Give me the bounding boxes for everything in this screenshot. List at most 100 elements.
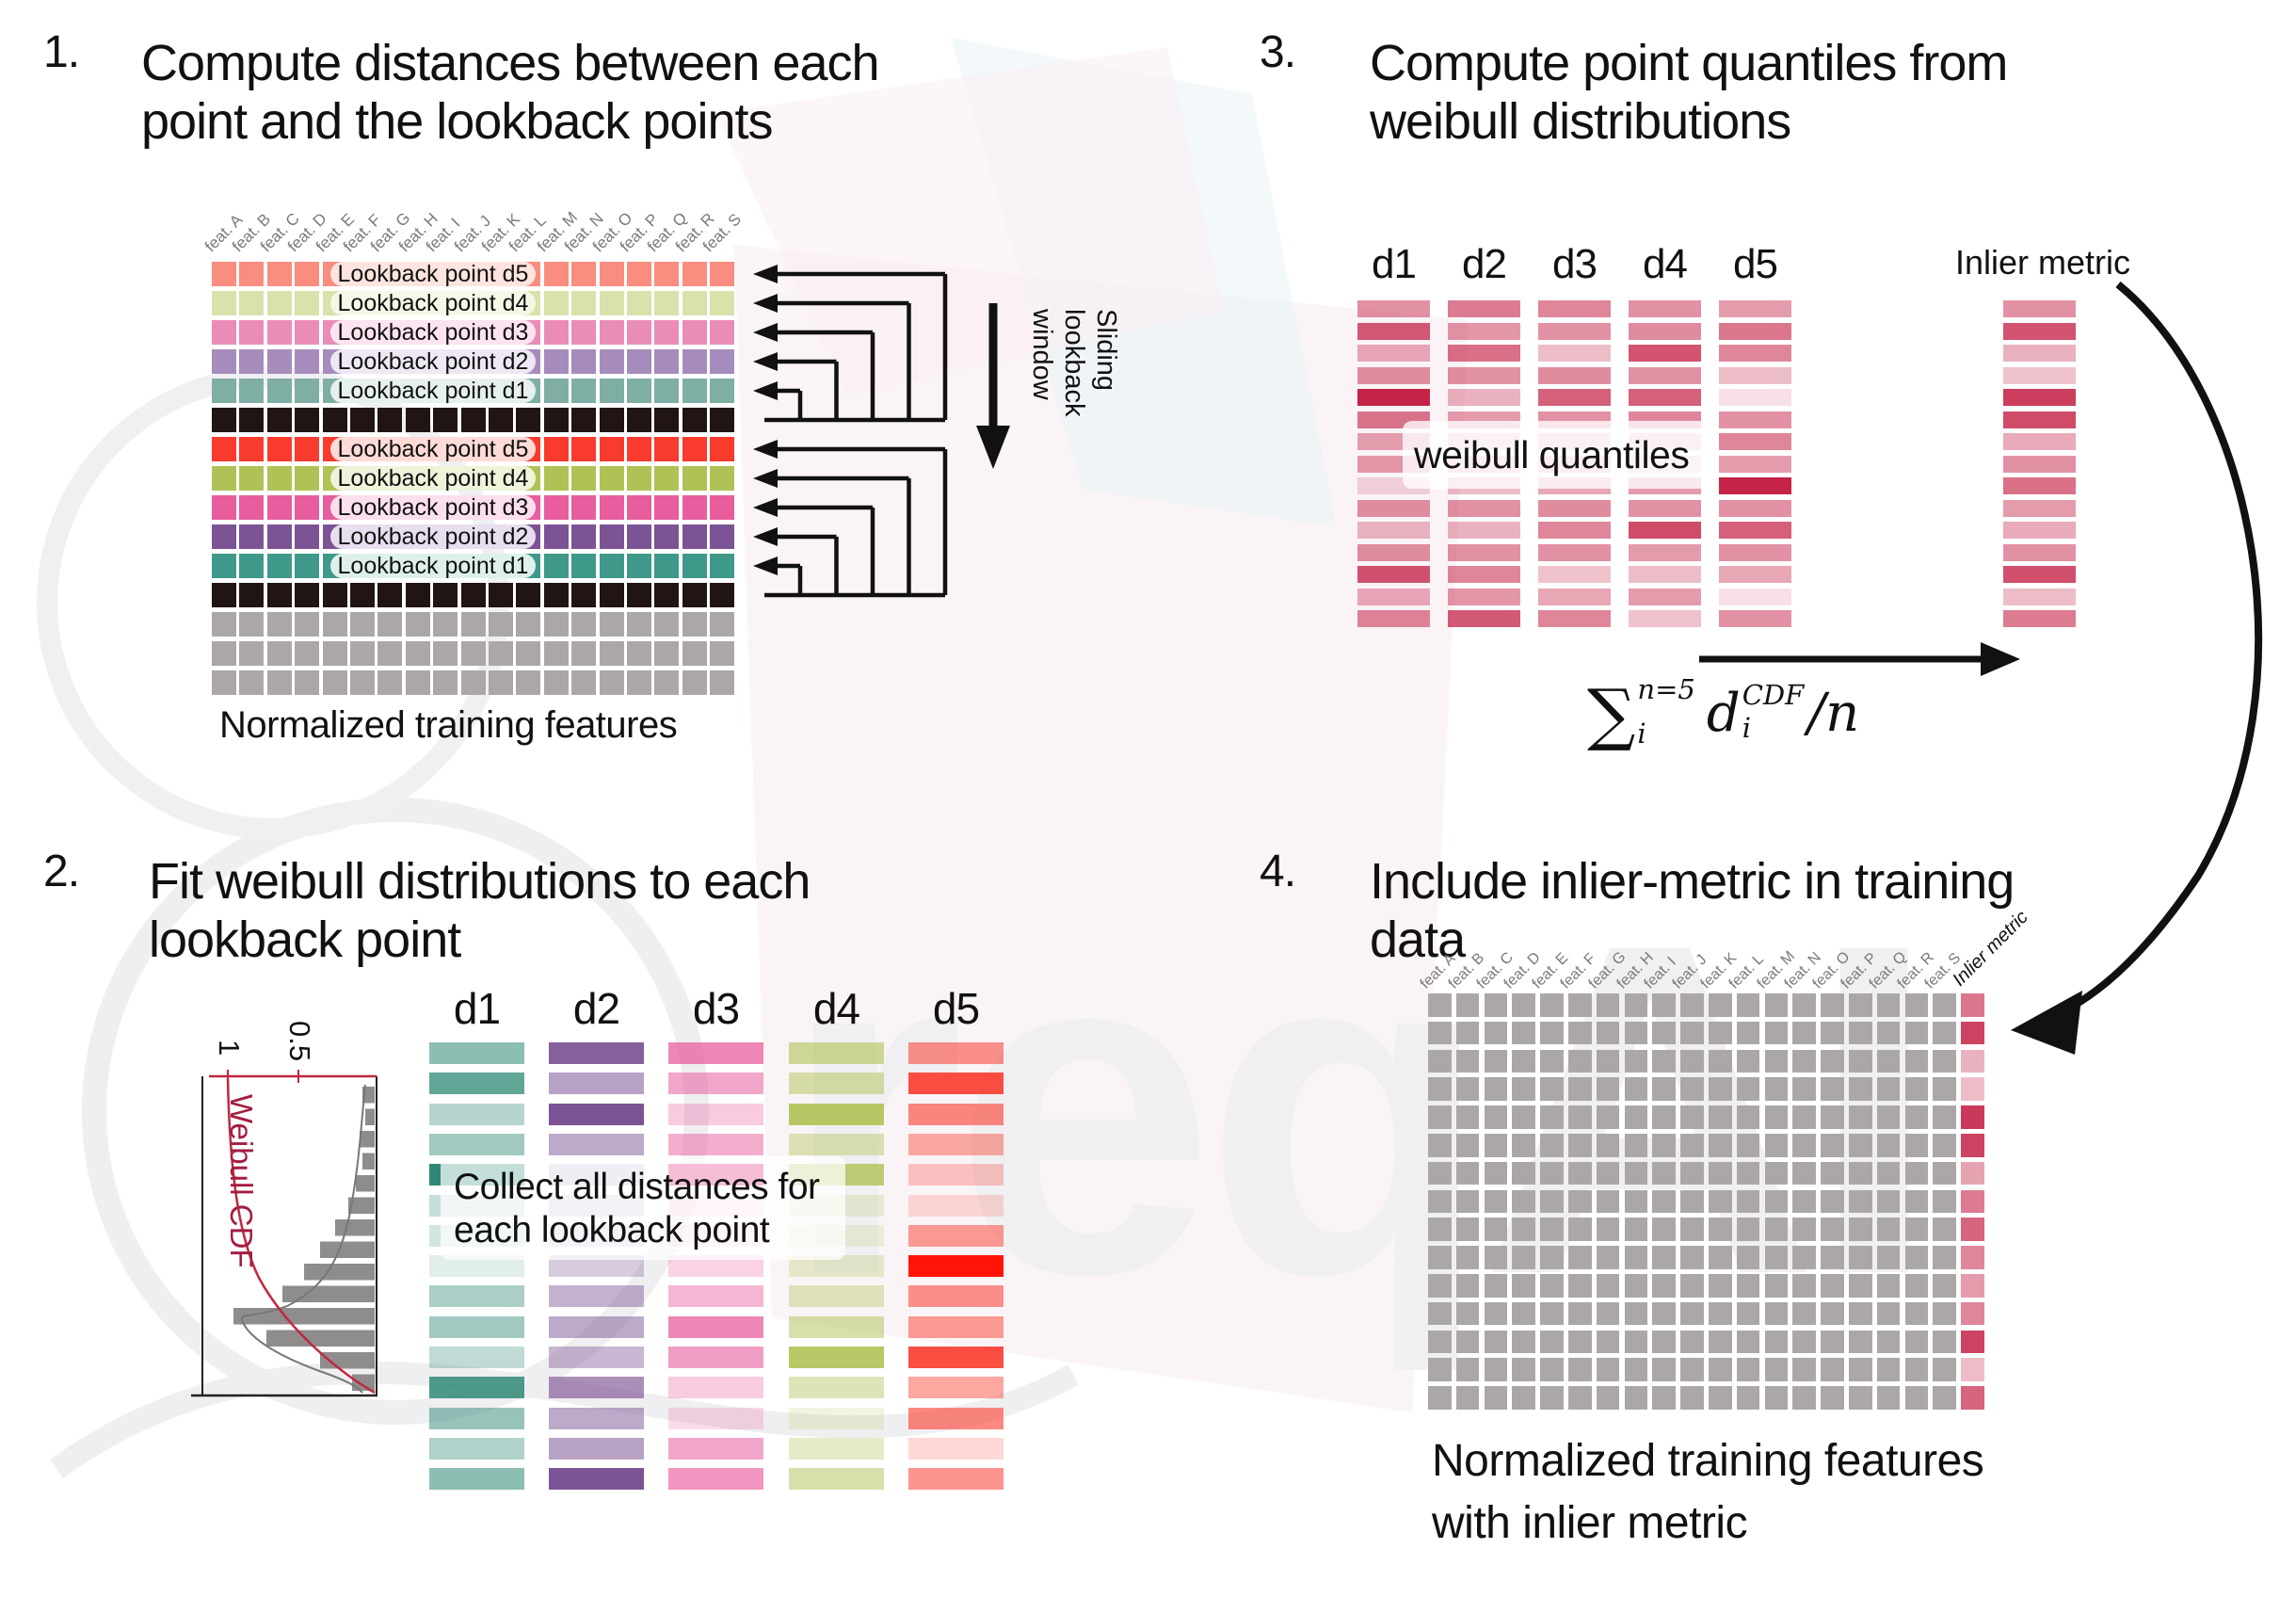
training-feature-cell	[1540, 1021, 1564, 1045]
feature-cell	[266, 349, 292, 374]
training-feature-cell	[1624, 1049, 1648, 1073]
training-feature-cell	[1484, 1218, 1508, 1241]
quantile-bar	[1448, 389, 1520, 406]
training-feature-cell	[1512, 1049, 1535, 1073]
quantile-bar	[1448, 345, 1520, 362]
feature-cell	[682, 612, 707, 637]
training-feature-cell	[1764, 1021, 1789, 1045]
distance-bar	[908, 1133, 1003, 1155]
training-feature-cell	[1736, 1386, 1760, 1410]
training-feature-cell	[1933, 1189, 1956, 1214]
feature-cell	[516, 408, 541, 432]
training-feature-cell	[1652, 1274, 1676, 1298]
training-feature-cell	[1764, 1189, 1789, 1214]
feature-cell	[682, 408, 707, 432]
lookback-row-label: Lookback point d2	[337, 523, 529, 550]
sigma-upper: n=5	[1637, 673, 1695, 705]
feature-cell	[295, 320, 320, 345]
sec4-caption-line1: Normalized training features	[1432, 1436, 1984, 1486]
training-feature-cell	[1876, 1301, 1901, 1326]
quantile-bar	[1629, 610, 1701, 627]
training-feature-cell	[1736, 1274, 1760, 1298]
feature-cell	[433, 583, 458, 607]
training-feature-cell	[1455, 1274, 1480, 1298]
feature-cell	[710, 554, 735, 578]
feature-cell	[543, 670, 569, 695]
feature-cell	[571, 379, 597, 403]
training-feature-cell	[1680, 1161, 1704, 1186]
training-feature-cell	[1568, 1105, 1592, 1129]
quantile-bar	[1719, 543, 1791, 561]
feature-cell	[571, 583, 597, 607]
training-feature-cell	[1709, 1246, 1732, 1269]
training-feature-cell	[1821, 1358, 1844, 1381]
quantile-bar	[1357, 300, 1430, 317]
inlier-metric-bar	[2003, 366, 2076, 384]
feature-cell	[489, 583, 513, 607]
feature-cell	[295, 641, 320, 666]
sec2-overlay-line2: each lookback point	[454, 1210, 770, 1250]
quantile-bar	[1538, 300, 1611, 317]
feature-cell	[516, 583, 541, 607]
feature-cell	[682, 437, 707, 461]
feature-cell	[654, 320, 680, 345]
bg-pink-polygon-2	[715, 47, 1224, 395]
distance-bar	[668, 1103, 763, 1125]
distance-bar	[549, 1255, 644, 1278]
training-feature-cell	[1821, 1161, 1844, 1186]
feature-cell	[295, 379, 320, 403]
inlier-metric-bar	[2003, 345, 2076, 362]
histogram-bar	[360, 1131, 375, 1148]
training-feature-cell	[1428, 1330, 1452, 1354]
quantile-bar	[1538, 610, 1611, 627]
inlier-metric-bar	[2003, 300, 2076, 317]
training-feature-cell	[1512, 1021, 1535, 1045]
feature-cell	[212, 583, 236, 607]
feature-cell	[433, 641, 458, 666]
training-feature-cell	[1455, 1218, 1480, 1241]
training-feature-cell	[1876, 1218, 1901, 1241]
training-feature-cell	[1736, 1189, 1760, 1214]
feature-cell	[239, 524, 265, 549]
feature-cell	[212, 641, 236, 666]
training-feature-cell	[1596, 1105, 1620, 1129]
feature-cell	[599, 466, 624, 491]
training-feature-cell	[1764, 1218, 1789, 1241]
feature-cell	[571, 320, 597, 345]
training-feature-cell	[1652, 1021, 1676, 1045]
sliding-window-label: Sliding lookback window	[1026, 309, 1122, 450]
feature-cell	[627, 554, 651, 578]
training-feature-cell	[1512, 1246, 1535, 1269]
training-feature-cell	[1736, 1077, 1760, 1101]
quantile-bar	[1719, 411, 1791, 428]
feature-cell	[212, 554, 236, 578]
feature-cell	[516, 670, 541, 695]
training-feature-cell	[1904, 1246, 1929, 1269]
d-scripts: CDF i	[1741, 680, 1805, 748]
feature-cell	[710, 466, 735, 491]
feature-cell	[654, 495, 680, 520]
step1-number: 1.	[43, 27, 80, 77]
feature-cell	[266, 437, 292, 461]
training-feature-cell	[1821, 1218, 1844, 1241]
training-feature-cell	[1709, 1330, 1732, 1354]
distance-bar	[429, 1377, 524, 1399]
distance-bar	[908, 1377, 1003, 1399]
training-feature-cell	[1792, 1246, 1816, 1269]
distance-bar	[549, 1042, 644, 1064]
training-feature-cell	[1876, 1330, 1901, 1354]
feature-cell	[599, 379, 624, 403]
training-feature-cell	[1455, 1330, 1480, 1354]
feature-cell	[654, 612, 680, 637]
quantile-bar	[1719, 322, 1791, 340]
feature-cell	[627, 466, 651, 491]
training-feature-cell	[1876, 1358, 1901, 1381]
feature-cell	[654, 466, 680, 491]
feature-cell	[295, 466, 320, 491]
quantile-bar	[1357, 588, 1430, 605]
distance-bar	[789, 1103, 884, 1125]
training-feature-cell	[1680, 1189, 1704, 1214]
training-feature-cell	[1849, 1358, 1872, 1381]
inlier-metric-bar	[2003, 477, 2076, 494]
training-feature-cell	[1540, 1330, 1564, 1354]
